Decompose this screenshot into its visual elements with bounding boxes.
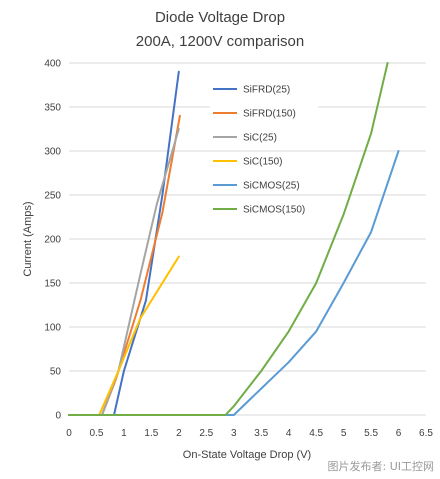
x-tick-label: 4.5 xyxy=(309,428,323,439)
legend: SiFRD(25) SiFRD(150) SiC(25) SiC(150) SiCMOS… xyxy=(210,81,318,217)
y-tick-label: 250 xyxy=(44,191,61,202)
y-axis-ticks: 0 50 100 150 200 250 300 350 400 xyxy=(44,59,61,422)
y-tick-label: 150 xyxy=(44,279,61,290)
legend-label: SiC(25) xyxy=(243,133,277,144)
series-line-sicmos-25 xyxy=(68,150,400,416)
y-tick-label: 100 xyxy=(44,323,61,334)
legend-item-bg xyxy=(210,177,318,193)
x-tick-label: 5 xyxy=(341,428,347,439)
x-tick-label: 4 xyxy=(286,428,292,439)
x-tick-label: 2 xyxy=(176,428,182,439)
series-line-sic-150 xyxy=(68,255,180,416)
x-axis-ticks: 0 0.5 1 1.5 2 2.5 3 3.5 4 4.5 5 5.5 6 6.5 xyxy=(66,428,433,439)
legend-label: SiFRD(25) xyxy=(243,85,290,96)
x-tick-label: 1.5 xyxy=(144,428,158,439)
x-tick-label: 0.5 xyxy=(90,428,104,439)
y-tick-label: 400 xyxy=(44,59,61,70)
chart-title-line-2: 200A, 1200V comparison xyxy=(136,33,304,50)
legend-label: SiCMOS(25) xyxy=(243,181,300,192)
x-tick-label: 6.5 xyxy=(419,428,433,439)
x-tick-label: 1 xyxy=(121,428,127,439)
x-tick-label: 5.5 xyxy=(364,428,378,439)
legend-label: SiC(150) xyxy=(243,157,282,168)
legend-label: SiFRD(150) xyxy=(243,109,296,120)
series-line-sicmos-150 xyxy=(68,62,389,416)
x-tick-label: 3 xyxy=(231,428,237,439)
series-line-sifrd-25 xyxy=(68,70,180,416)
series-lines xyxy=(68,62,400,416)
legend-item-bg xyxy=(210,129,318,145)
y-tick-label: 0 xyxy=(55,411,61,422)
x-tick-label: 0 xyxy=(66,428,72,439)
y-tick-label: 300 xyxy=(44,147,61,158)
watermark: 图片发布者: UI工控网 xyxy=(327,460,435,473)
x-tick-label: 3.5 xyxy=(254,428,268,439)
chart-title-line-1: Diode Voltage Drop xyxy=(155,9,285,26)
x-axis-title: On-State Voltage Drop (V) xyxy=(183,449,311,461)
x-tick-label: 6 xyxy=(396,428,402,439)
legend-item-bg xyxy=(210,105,318,121)
legend-item-bg xyxy=(210,201,318,217)
y-tick-label: 350 xyxy=(44,103,61,114)
legend-label: SiCMOS(150) xyxy=(243,205,305,216)
y-tick-label: 200 xyxy=(44,235,61,246)
x-tick-label: 2.5 xyxy=(199,428,213,439)
legend-item-bg xyxy=(210,81,318,97)
y-tick-label: 50 xyxy=(50,367,62,378)
legend-item-bg xyxy=(210,153,318,169)
y-axis-title: Current (Amps) xyxy=(22,201,34,276)
